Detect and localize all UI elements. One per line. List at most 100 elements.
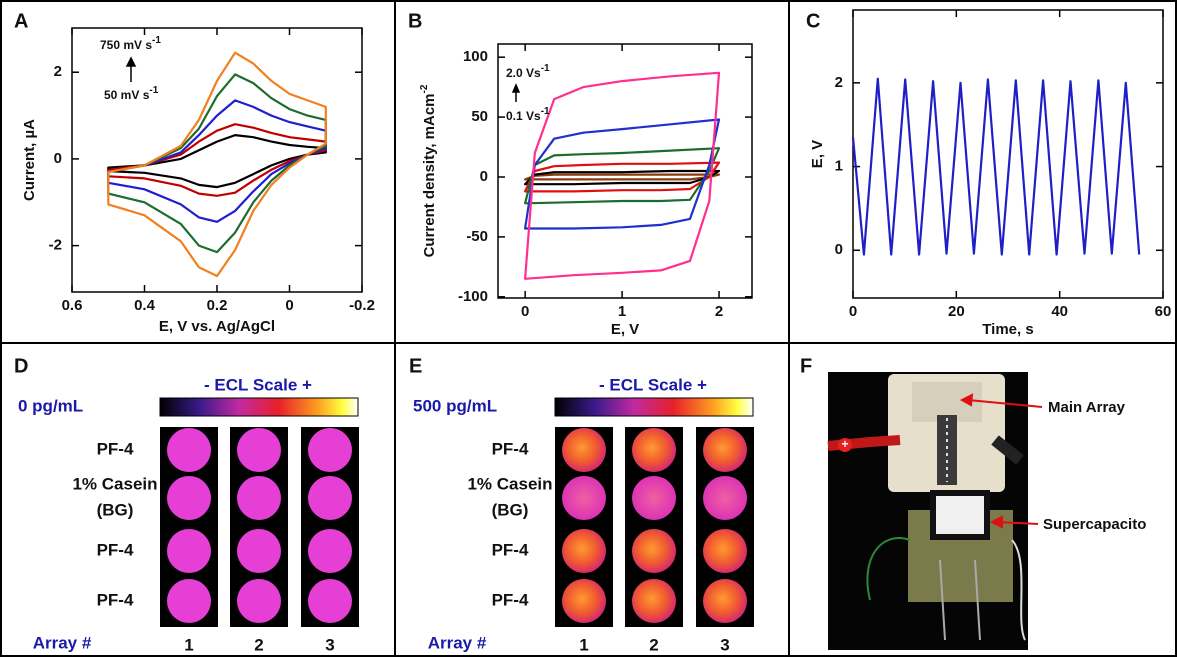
y-tick-label: 1 xyxy=(835,158,843,175)
photo-label: Main Array xyxy=(1048,399,1126,416)
data-line xyxy=(851,77,1141,256)
row-label: PF-4 xyxy=(97,540,134,559)
y-tick-label: 0 xyxy=(54,150,62,167)
array-number: 3 xyxy=(325,635,334,654)
ecl-spot xyxy=(703,428,747,472)
array-number: 2 xyxy=(649,635,658,654)
row-label: PF-4 xyxy=(97,590,134,609)
ecl-spot xyxy=(562,579,606,623)
cv-curve xyxy=(107,99,327,223)
cv-curve xyxy=(524,169,721,186)
x-tick-label: 0 xyxy=(849,303,857,320)
row-label: (BG) xyxy=(97,500,134,519)
concentration: 0 pg/mL xyxy=(18,396,83,415)
device-photo: + xyxy=(827,372,1028,650)
superscript: -1 xyxy=(541,63,550,74)
y-tick-label: 100 xyxy=(463,48,488,65)
cv-curve xyxy=(107,73,327,254)
y-tick-label: -50 xyxy=(466,228,488,245)
array-label: Array # xyxy=(33,633,92,652)
cv-curve xyxy=(524,161,721,193)
ecl-spot xyxy=(562,476,606,520)
x-tick-label: 20 xyxy=(948,303,965,320)
ecl-spot xyxy=(237,529,281,573)
ecl-scale-label: - ECL Scale + xyxy=(599,375,707,394)
cv-curve xyxy=(524,173,721,181)
x-tick-label: 0.2 xyxy=(207,297,228,314)
text-part: 50 mV s xyxy=(104,88,150,102)
ecl-spot xyxy=(167,579,211,623)
y-axis-label: Current, µA xyxy=(21,119,38,201)
ecl-colorbar xyxy=(554,397,754,417)
y-axis-label: E, V xyxy=(809,140,826,168)
y-tick-label: 50 xyxy=(471,108,488,125)
cv-curve xyxy=(524,118,721,230)
y-tick-label: 0 xyxy=(480,168,488,185)
row-label: 1% Casein xyxy=(72,474,157,493)
ecl-spot xyxy=(167,529,211,573)
superscript: -2 xyxy=(419,84,430,93)
photo-label: Supercapacito xyxy=(1043,516,1146,533)
array-number: 1 xyxy=(184,635,193,654)
cv-curve xyxy=(107,134,327,189)
row-label: PF-4 xyxy=(492,439,529,458)
panel-label: E xyxy=(409,355,422,377)
ecl-spot xyxy=(562,428,606,472)
y-tick-label: 2 xyxy=(54,63,62,80)
x-tick-label: 60 xyxy=(1155,303,1172,320)
superscript: -1 xyxy=(152,35,161,46)
superscript: -1 xyxy=(541,106,550,117)
cv-curve xyxy=(524,71,721,280)
row-label: (BG) xyxy=(492,500,529,519)
x-axis-label: E, V vs. Ag/AgCl xyxy=(159,318,275,335)
plot-frame xyxy=(497,43,753,299)
y-tick-label: -100 xyxy=(458,288,488,305)
annotation-arrows xyxy=(125,56,521,102)
photo-arrows xyxy=(959,393,1043,529)
ecl-spot xyxy=(167,428,211,472)
ecl-spot xyxy=(237,428,281,472)
array-label: Array # xyxy=(428,633,487,652)
y-tick-label: -2 xyxy=(49,237,62,254)
ecl-spot xyxy=(308,529,352,573)
annotation: 750 mV s-1 xyxy=(100,35,161,52)
ecl-spot xyxy=(632,579,676,623)
row-label: PF-4 xyxy=(492,590,529,609)
ecl-spot xyxy=(632,476,676,520)
row-label: 1% Casein xyxy=(467,474,552,493)
ecl-colorbar xyxy=(159,397,359,417)
ecl-spot xyxy=(703,476,747,520)
cv-curve xyxy=(524,147,721,205)
panel-label: F xyxy=(800,355,812,377)
x-tick-label: 2 xyxy=(715,303,723,320)
array-number: 3 xyxy=(720,635,729,654)
ecl-spot xyxy=(562,529,606,573)
text-part: 750 mV s xyxy=(100,38,152,52)
y-axis-label: Current density, mAcm-2 xyxy=(419,84,438,257)
y-tick-label: 2 xyxy=(835,74,843,91)
ecl-spot xyxy=(308,476,352,520)
cv-curve xyxy=(107,123,327,197)
x-axis-label: Time, s xyxy=(982,321,1033,338)
annotation: 0.1 Vs-1 xyxy=(506,106,550,123)
svg-text:+: + xyxy=(841,437,848,451)
x-tick-label: 0.6 xyxy=(62,297,83,314)
panel-label: C xyxy=(806,10,820,32)
cv-curve xyxy=(107,51,327,278)
x-tick-label: 0 xyxy=(521,303,529,320)
ecl-scale-label: - ECL Scale + xyxy=(204,375,312,394)
annotation: 2.0 Vs-1 xyxy=(506,63,550,80)
ecl-spot xyxy=(703,579,747,623)
concentration: 500 pg/mL xyxy=(413,396,497,415)
text-part: Current density, mAcm xyxy=(421,93,438,257)
ecl-spot xyxy=(632,529,676,573)
panel-label: B xyxy=(408,10,422,32)
x-tick-label: 40 xyxy=(1051,303,1068,320)
x-tick-label: 0.4 xyxy=(134,297,156,314)
ecl-spot xyxy=(237,476,281,520)
ecl-spot xyxy=(632,428,676,472)
text-part: 2.0 Vs xyxy=(506,66,541,80)
ecl-spot xyxy=(308,579,352,623)
